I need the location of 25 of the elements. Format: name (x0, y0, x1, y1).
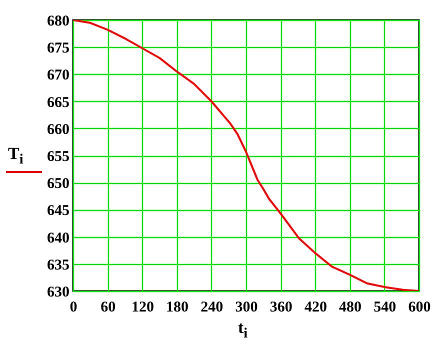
x-tick-label: 600 (408, 300, 431, 316)
x-tick-label: 540 (374, 300, 396, 316)
y-tick-label: 655 (47, 149, 70, 165)
x-tick-label: 120 (131, 300, 154, 316)
x-tick-label: 420 (304, 300, 327, 316)
y-tick-label: 660 (47, 122, 70, 138)
y-tick-label: 635 (47, 257, 70, 274)
y-tick-label: 640 (47, 230, 70, 246)
y-tick-label: 650 (47, 176, 70, 192)
y-tick-label: 665 (47, 94, 70, 111)
y-tick-label: 680 (47, 14, 70, 30)
x-tick-label: 60 (100, 300, 116, 316)
x-tick-label: 0 (70, 300, 78, 316)
x-tick-label: 300 (235, 300, 258, 316)
x-axis-title: t$_{i}$ (238, 318, 248, 342)
x-tick-label: 180 (166, 300, 189, 316)
line-series (73, 20, 419, 291)
y-tick-label: 670 (47, 68, 70, 84)
x-tick-label: 240 (200, 300, 224, 316)
y-tick-label: 675 (47, 40, 70, 57)
y-tick-label: 645 (47, 203, 70, 220)
x-tick-label: 360 (270, 300, 292, 316)
y-tick-label: 630 (47, 284, 70, 300)
y-axis-title: T$_{i}$ (8, 144, 24, 168)
x-tick-label: 480 (339, 300, 362, 316)
